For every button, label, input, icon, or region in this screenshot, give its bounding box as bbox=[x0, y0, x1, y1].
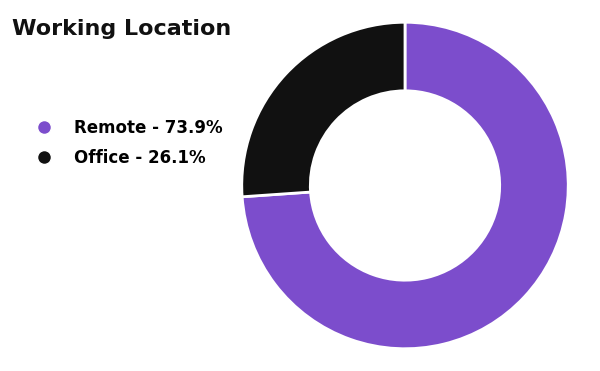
Legend: Remote - 73.9%, Office - 26.1%: Remote - 73.9%, Office - 26.1% bbox=[20, 112, 229, 173]
Wedge shape bbox=[242, 22, 568, 349]
Wedge shape bbox=[242, 22, 405, 197]
Text: Working Location: Working Location bbox=[12, 19, 231, 39]
